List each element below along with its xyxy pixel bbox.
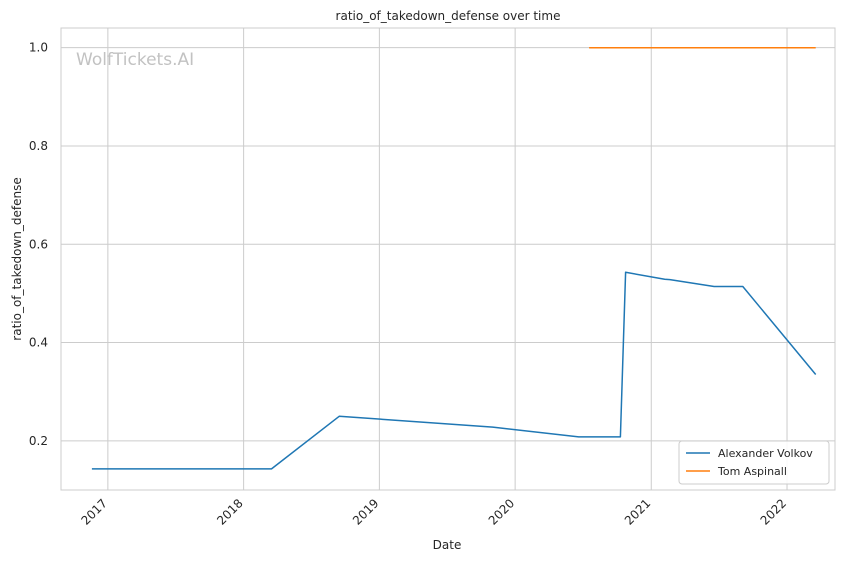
y-tick-label: 0.2 bbox=[29, 434, 48, 448]
y-axis-label: ratio_of_takedown_defense bbox=[10, 177, 24, 340]
y-tick-label: 0.6 bbox=[29, 237, 48, 251]
series-line-alexander-volkov bbox=[91, 271, 817, 470]
x-axis-label: Date bbox=[433, 538, 462, 552]
chart-title: ratio_of_takedown_defense over time bbox=[336, 9, 561, 23]
legend-label-alexander-volkov: Alexander Volkov bbox=[718, 447, 813, 460]
y-tick-label: 0.8 bbox=[29, 139, 48, 153]
series-lines bbox=[91, 46, 817, 470]
y-tick-labels: 0.2 0.4 0.6 0.8 1.0 bbox=[29, 41, 48, 448]
watermark: WolfTickets.AI bbox=[76, 50, 194, 70]
y-tick-label: 0.4 bbox=[29, 336, 48, 350]
legend-label-tom-aspinall: Tom Aspinall bbox=[717, 465, 787, 478]
legend-box bbox=[678, 440, 830, 485]
legend: Alexander Volkov Tom Aspinall bbox=[678, 440, 830, 485]
plot-frame bbox=[60, 27, 836, 491]
y-tick-label: 1.0 bbox=[29, 41, 48, 55]
